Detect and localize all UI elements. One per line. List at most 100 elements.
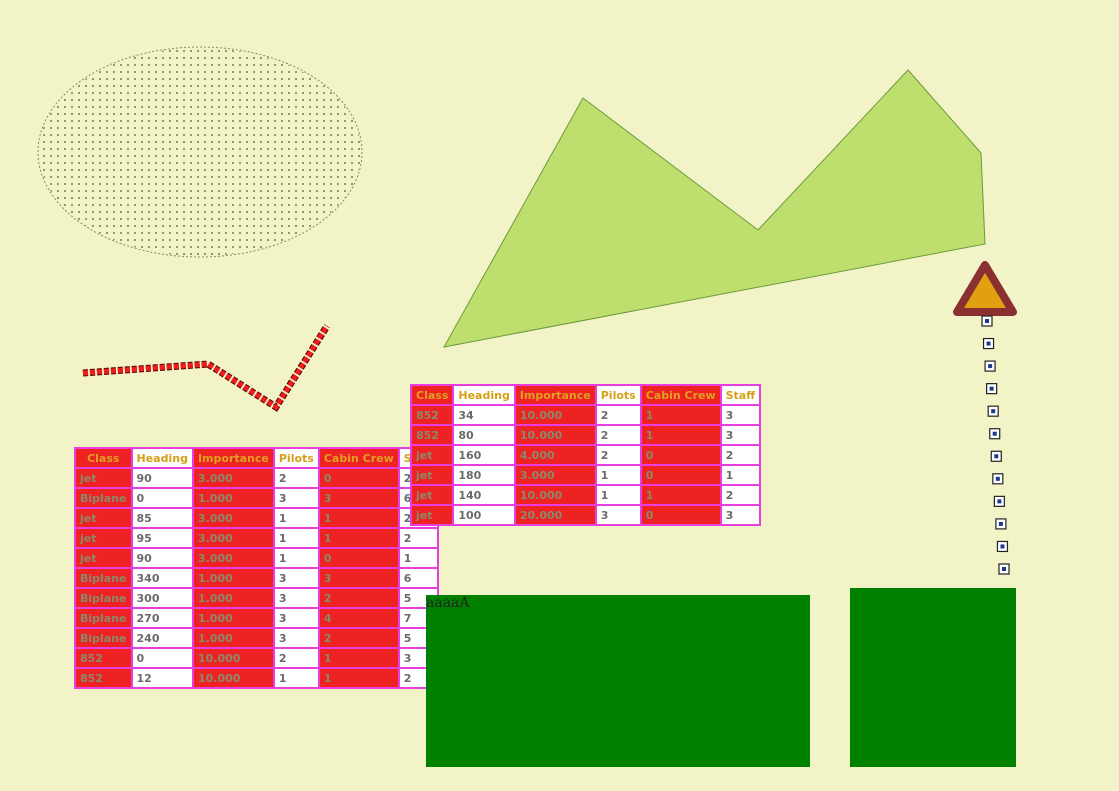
cell-class: jet (412, 506, 453, 524)
cell-heading: 160 (454, 446, 514, 464)
warning-triangle-icon[interactable] (953, 261, 1017, 316)
cell-class: jet (412, 446, 453, 464)
cell-class: jet (76, 509, 131, 527)
cell-pilots: 3 (274, 589, 318, 607)
table-row[interactable]: Biplane 270 1.000 3 4 7 (76, 609, 438, 627)
table-row[interactable]: jet 90 3.000 2 0 2 (76, 469, 438, 487)
cell-pilots: 3 (274, 569, 318, 587)
cell-pilots: 3 (274, 629, 318, 647)
cell-importance: 4.000 (515, 446, 595, 464)
table-row[interactable]: jet 140 10.000 1 1 2 (412, 486, 760, 504)
cell-heading: 12 (132, 669, 192, 687)
table-row[interactable]: jet 180 3.000 1 0 1 (412, 466, 760, 484)
cell-importance: 1.000 (193, 489, 273, 507)
cell-heading: 90 (132, 549, 192, 567)
cell-heading: 85 (132, 509, 192, 527)
cell-pilots: 1 (274, 509, 318, 527)
table-row[interactable]: Biplane 240 1.000 3 2 5 (76, 629, 438, 647)
green-polygon-area[interactable] (443, 69, 986, 348)
cell-cabin-crew: 1 (319, 509, 398, 527)
cell-class: Biplane (76, 489, 131, 507)
column-header-cabin-crew[interactable]: Cabin Crew (319, 449, 398, 467)
column-header-pilots[interactable]: Pilots (274, 449, 318, 467)
cell-pilots: 3 (596, 506, 640, 524)
square-waypoint-icon[interactable] (987, 405, 999, 417)
column-header-staff[interactable]: Staff (721, 386, 760, 404)
column-header-pilots[interactable]: Pilots (596, 386, 640, 404)
cell-staff: 6 (399, 569, 438, 587)
table-row[interactable]: Biplane 0 1.000 3 3 6 (76, 489, 438, 507)
red-route-line[interactable] (82, 324, 330, 412)
cell-staff: 3 (721, 426, 760, 444)
cell-cabin-crew: 2 (319, 589, 398, 607)
square-waypoint-icon[interactable] (993, 495, 1005, 507)
green-box-large[interactable] (426, 595, 810, 767)
cell-class: 852 (412, 406, 453, 424)
cell-importance: 20.000 (515, 506, 595, 524)
cell-class: jet (76, 469, 131, 487)
table-row[interactable]: 852 12 10.000 1 1 2 (76, 669, 438, 687)
column-header-importance[interactable]: Importance (515, 386, 595, 404)
cell-pilots: 2 (596, 446, 640, 464)
cell-pilots: 2 (596, 426, 640, 444)
column-header-class[interactable]: Class (76, 449, 131, 467)
column-header-heading[interactable]: Heading (132, 449, 192, 467)
cell-heading: 34 (454, 406, 514, 424)
square-waypoint-icon[interactable] (982, 337, 995, 350)
square-waypoint-icon[interactable] (998, 563, 1010, 575)
table-row[interactable]: jet 160 4.000 2 0 2 (412, 446, 760, 464)
cell-staff: 3 (721, 506, 760, 524)
cell-cabin-crew: 0 (319, 469, 398, 487)
square-waypoint-icon[interactable] (981, 315, 993, 327)
cell-class: Biplane (76, 629, 131, 647)
table-row[interactable]: jet 95 3.000 1 1 2 (76, 529, 438, 547)
table-row[interactable]: jet 85 3.000 1 1 2 (76, 509, 438, 527)
table-row[interactable]: 852 34 10.000 2 1 3 (412, 406, 760, 424)
cell-heading: 90 (132, 469, 192, 487)
cell-staff: 2 (721, 446, 760, 464)
dotted-ellipse-fill (39, 48, 361, 256)
cell-class: 852 (76, 669, 131, 687)
table-row[interactable]: jet 100 20.000 3 0 3 (412, 506, 760, 524)
cell-pilots: 1 (596, 466, 640, 484)
column-header-importance[interactable]: Importance (193, 449, 273, 467)
cell-heading: 140 (454, 486, 514, 504)
column-header-cabin-crew[interactable]: Cabin Crew (641, 386, 720, 404)
cell-cabin-crew: 1 (641, 426, 720, 444)
cell-heading: 300 (132, 589, 192, 607)
table-row[interactable]: 852 0 10.000 2 1 3 (76, 649, 438, 667)
cell-importance: 1.000 (193, 569, 273, 587)
cell-importance: 3.000 (193, 469, 273, 487)
square-waypoint-icon[interactable] (992, 473, 1004, 485)
column-header-class[interactable]: Class (412, 386, 453, 404)
green-box-small[interactable] (850, 588, 1016, 767)
cell-cabin-crew: 0 (641, 506, 720, 524)
cell-importance: 3.000 (193, 509, 273, 527)
cell-pilots: 1 (274, 669, 318, 687)
cell-staff: 2 (721, 486, 760, 504)
cell-class: 852 (76, 649, 131, 667)
cell-cabin-crew: 4 (319, 609, 398, 627)
square-waypoint-icon[interactable] (984, 360, 996, 372)
square-waypoint-icon[interactable] (986, 383, 998, 395)
cell-staff: 2 (399, 529, 438, 547)
table-row[interactable]: jet 90 3.000 1 0 1 (76, 549, 438, 567)
cell-cabin-crew: 1 (319, 649, 398, 667)
square-waypoint-icon[interactable] (990, 450, 1002, 462)
cell-heading: 340 (132, 569, 192, 587)
cell-importance: 10.000 (515, 426, 595, 444)
square-waypoint-icon[interactable] (995, 518, 1007, 530)
cell-pilots: 2 (274, 649, 318, 667)
square-waypoint-icon[interactable] (989, 428, 1001, 440)
table-row[interactable]: 852 80 10.000 2 1 3 (412, 426, 760, 444)
square-waypoint-icon[interactable] (996, 540, 1009, 553)
table-row[interactable]: Biplane 340 1.000 3 3 6 (76, 569, 438, 587)
table-row[interactable]: Biplane 300 1.000 3 2 5 (76, 589, 438, 607)
column-header-heading[interactable]: Heading (454, 386, 514, 404)
cell-pilots: 3 (274, 609, 318, 627)
cell-cabin-crew: 1 (319, 669, 398, 687)
cell-pilots: 1 (274, 549, 318, 567)
cell-pilots: 3 (274, 489, 318, 507)
